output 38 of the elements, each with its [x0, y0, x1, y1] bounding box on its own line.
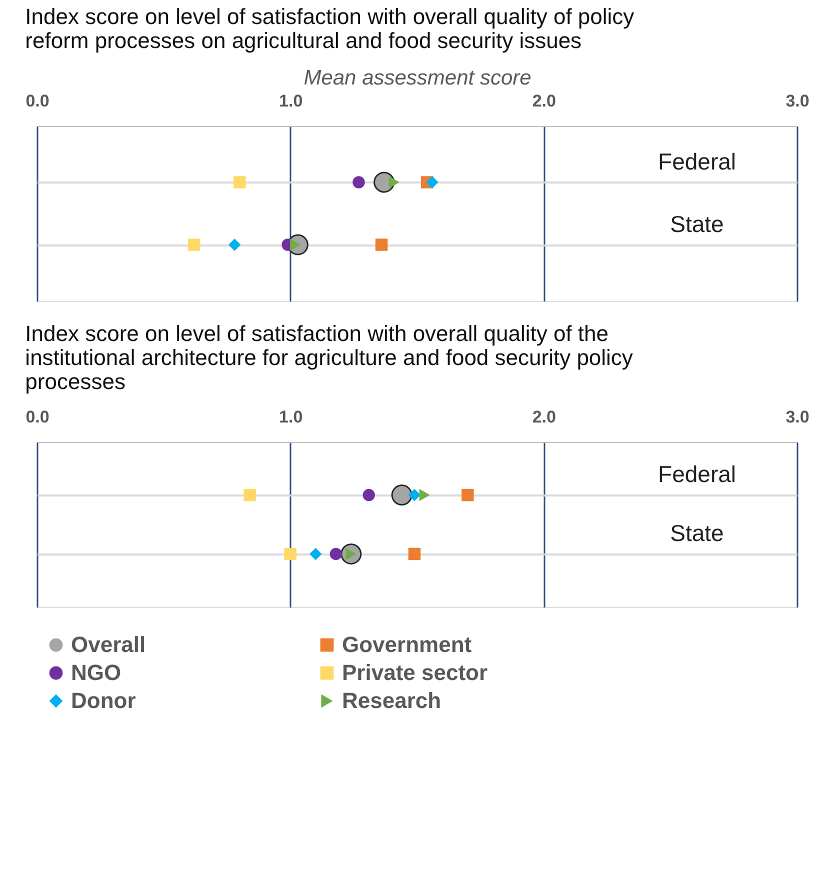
- x-tick-label: 1.0: [279, 92, 303, 110]
- x-axis-title: Mean assessment score: [304, 66, 532, 90]
- x-tick-label: 3.0: [786, 92, 810, 110]
- legend-label: Donor: [71, 688, 136, 713]
- y-tick-label: Federal: [658, 148, 736, 174]
- point: [330, 548, 342, 560]
- point: [188, 238, 200, 251]
- y-tick-label: State: [670, 210, 724, 237]
- point: [310, 548, 322, 560]
- x-tick-label: 3.0: [786, 408, 810, 426]
- legend-label: Research: [342, 688, 442, 713]
- y-tick-label: State: [670, 520, 724, 546]
- point: [362, 488, 375, 502]
- legend-label: Government: [342, 632, 472, 657]
- point: [244, 488, 256, 502]
- point: [375, 238, 388, 251]
- point: [426, 176, 438, 188]
- legend-label: Overall: [71, 632, 146, 657]
- x-tick-label: 2.0: [532, 92, 556, 110]
- point: [234, 176, 246, 188]
- point: [462, 488, 474, 502]
- legend-label: Private sector: [342, 660, 488, 685]
- point: [352, 176, 365, 188]
- point: [391, 484, 412, 506]
- chart-title: Index score on level of satisfaction with overall quality of the institutional architecture for agriculture and food security policy processes: [25, 321, 633, 394]
- x-tick-label: 1.0: [279, 408, 303, 426]
- x-tick-label: 2.0: [532, 408, 556, 426]
- x-tick-label: 0.0: [26, 92, 50, 110]
- point: [388, 176, 400, 188]
- y-tick-label: Federal: [658, 461, 736, 488]
- chart-title: Index score on level of satisfaction with overall quality of policy reform processes on agricultural and food security issues: [25, 4, 634, 53]
- point: [419, 488, 430, 502]
- x-tick-label: 0.0: [26, 408, 50, 426]
- point: [408, 548, 421, 560]
- point: [284, 548, 296, 560]
- point: [408, 488, 421, 502]
- legend-label: NGO: [71, 660, 122, 685]
- point: [228, 238, 241, 251]
